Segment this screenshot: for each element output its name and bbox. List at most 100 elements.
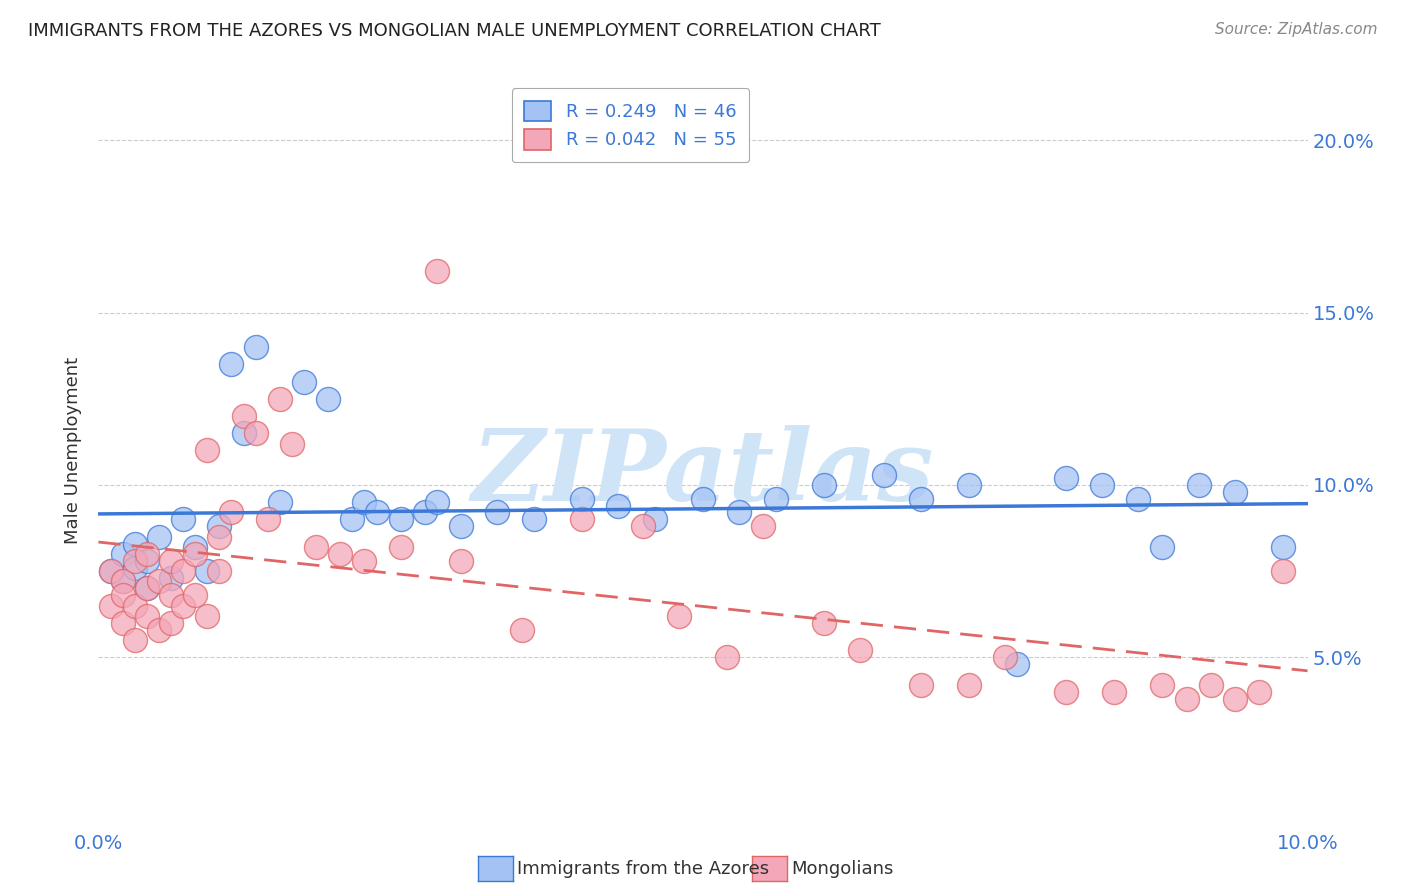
Point [413, 506, 436, 520]
Point [281, 436, 304, 450]
Point [523, 512, 546, 526]
Point [160, 571, 183, 585]
Point [232, 409, 254, 423]
Point [208, 530, 231, 544]
Point [389, 540, 412, 554]
Point [172, 512, 194, 526]
Point [329, 547, 352, 561]
Point [208, 564, 231, 578]
Point [160, 554, 183, 568]
Point [1223, 691, 1246, 706]
Point [245, 340, 267, 354]
Point [389, 512, 412, 526]
Text: IMMIGRANTS FROM THE AZORES VS MONGOLIAN MALE UNEMPLOYMENT CORRELATION CHART: IMMIGRANTS FROM THE AZORES VS MONGOLIAN … [28, 22, 882, 40]
Point [111, 547, 134, 561]
Y-axis label: Male Unemployment: Male Unemployment [65, 357, 83, 544]
Point [450, 554, 472, 568]
Text: ZIPatlas: ZIPatlas [472, 425, 934, 522]
Text: Immigrants from the Azores: Immigrants from the Azores [517, 860, 769, 878]
Point [305, 540, 328, 554]
Point [353, 495, 375, 509]
Point [208, 519, 231, 533]
Point [571, 491, 593, 506]
Point [184, 547, 207, 561]
Point [111, 588, 134, 602]
Text: Mongolians: Mongolians [792, 860, 894, 878]
Point [813, 615, 835, 630]
Point [631, 519, 654, 533]
Point [184, 588, 207, 602]
Point [111, 574, 134, 589]
Point [957, 478, 980, 492]
Point [184, 540, 207, 554]
Point [1054, 684, 1077, 698]
Point [571, 512, 593, 526]
Point [232, 426, 254, 441]
Legend: R = 0.249   N = 46, R = 0.042   N = 55: R = 0.249 N = 46, R = 0.042 N = 55 [512, 88, 749, 162]
Point [1054, 471, 1077, 485]
Point [292, 375, 315, 389]
Point [1175, 691, 1198, 706]
Point [644, 512, 666, 526]
Point [728, 506, 751, 520]
Point [1128, 491, 1150, 506]
Point [752, 519, 775, 533]
Point [269, 392, 291, 406]
Point [172, 564, 194, 578]
Point [910, 678, 932, 692]
Point [510, 623, 533, 637]
Point [245, 426, 267, 441]
Point [957, 678, 980, 692]
Point [1007, 657, 1029, 672]
Point [100, 564, 122, 578]
Point [124, 554, 146, 568]
Point [269, 495, 291, 509]
Point [124, 599, 146, 613]
Point [353, 554, 375, 568]
Point [426, 495, 449, 509]
Point [195, 564, 218, 578]
Point [1272, 564, 1295, 578]
Point [1152, 540, 1174, 554]
Point [135, 582, 157, 596]
Point [148, 623, 170, 637]
Point [1091, 478, 1114, 492]
Text: Source: ZipAtlas.com: Source: ZipAtlas.com [1215, 22, 1378, 37]
Point [195, 443, 218, 458]
Point [1199, 678, 1222, 692]
Point [716, 650, 738, 665]
Point [111, 615, 134, 630]
Point [1223, 484, 1246, 499]
Point [221, 357, 243, 371]
Point [765, 491, 787, 506]
Point [148, 530, 170, 544]
Point [256, 512, 278, 526]
Point [124, 633, 146, 648]
Point [426, 264, 449, 278]
Point [910, 491, 932, 506]
Point [195, 608, 218, 623]
Point [111, 574, 134, 589]
Point [1188, 478, 1211, 492]
Point [124, 536, 146, 550]
Point [873, 467, 896, 482]
Point [160, 615, 183, 630]
Point [450, 519, 472, 533]
Point [1152, 678, 1174, 692]
Point [135, 608, 157, 623]
Point [316, 392, 339, 406]
Point [366, 506, 388, 520]
Point [160, 588, 183, 602]
Point [486, 506, 509, 520]
Point [1249, 684, 1271, 698]
Point [100, 599, 122, 613]
Point [342, 512, 364, 526]
Point [172, 599, 194, 613]
Point [607, 499, 630, 513]
Point [668, 608, 690, 623]
Point [100, 564, 122, 578]
Point [148, 574, 170, 589]
Point [994, 650, 1017, 665]
Point [849, 643, 872, 657]
Point [135, 554, 157, 568]
